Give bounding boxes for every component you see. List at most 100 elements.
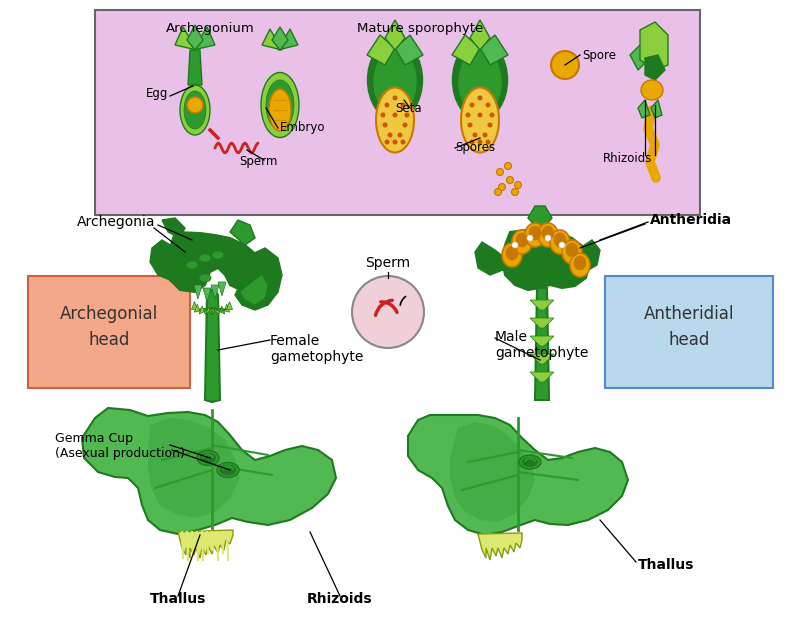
Ellipse shape [184,91,206,129]
Polygon shape [450,422,535,522]
Polygon shape [235,248,282,310]
Ellipse shape [562,240,582,264]
Ellipse shape [266,80,294,130]
Circle shape [393,112,398,117]
Polygon shape [470,20,490,50]
Circle shape [393,140,398,144]
Circle shape [512,242,518,248]
Polygon shape [230,220,255,245]
Circle shape [485,140,490,144]
Polygon shape [212,304,230,312]
Polygon shape [188,50,202,85]
Circle shape [401,140,406,144]
Circle shape [187,97,203,113]
Polygon shape [212,302,233,309]
Ellipse shape [512,230,532,254]
Ellipse shape [376,87,414,152]
Ellipse shape [550,230,570,254]
Polygon shape [387,105,403,150]
Text: Archegonium: Archegonium [166,22,254,35]
Ellipse shape [641,80,663,100]
Text: Egg: Egg [146,87,168,100]
Polygon shape [262,29,282,50]
Polygon shape [240,275,268,305]
Polygon shape [573,240,600,272]
Text: Embryo: Embryo [280,121,326,135]
Polygon shape [638,100,650,118]
Polygon shape [502,230,590,290]
Circle shape [488,122,493,128]
Circle shape [559,242,565,248]
Circle shape [467,122,473,128]
Polygon shape [178,530,233,558]
Polygon shape [367,35,395,65]
Circle shape [387,133,393,138]
Circle shape [402,122,408,128]
Ellipse shape [461,87,499,152]
Polygon shape [150,240,180,280]
Polygon shape [452,35,480,65]
Polygon shape [162,218,185,238]
Circle shape [494,188,501,195]
Polygon shape [385,20,405,50]
Text: Sperm: Sperm [365,256,410,270]
Ellipse shape [180,85,210,135]
FancyBboxPatch shape [28,276,190,388]
Polygon shape [478,533,522,560]
Bar [95,10,700,215]
Polygon shape [530,372,554,382]
Circle shape [505,163,512,170]
Ellipse shape [452,40,508,120]
Polygon shape [530,300,554,310]
Text: Archegonia: Archegonia [77,215,155,229]
Polygon shape [651,100,662,118]
Ellipse shape [574,256,586,270]
Text: Gemma Cup
(Asexual production): Gemma Cup (Asexual production) [55,432,185,460]
Ellipse shape [554,233,566,247]
Text: Antheridial
head: Antheridial head [644,305,734,349]
Ellipse shape [199,254,211,262]
Polygon shape [645,55,665,80]
Circle shape [482,133,488,138]
Ellipse shape [197,450,219,466]
Text: Female
gametophyte: Female gametophyte [270,334,364,364]
Polygon shape [194,304,212,312]
Circle shape [401,103,406,107]
Polygon shape [475,242,505,275]
Ellipse shape [200,453,216,463]
Ellipse shape [525,223,545,247]
Ellipse shape [220,465,236,475]
Text: Male
gametophyte: Male gametophyte [495,330,588,360]
Text: Spore: Spore [582,48,616,61]
Polygon shape [530,354,554,364]
Circle shape [352,276,424,348]
Circle shape [478,140,482,144]
Ellipse shape [570,253,590,277]
Circle shape [380,112,386,117]
Polygon shape [528,206,552,226]
Polygon shape [194,285,202,299]
Circle shape [498,184,505,191]
Circle shape [383,122,387,128]
Polygon shape [530,318,554,328]
Circle shape [497,168,504,175]
Circle shape [507,177,513,184]
Text: Seta: Seta [395,101,421,114]
Polygon shape [530,336,554,346]
Ellipse shape [529,226,541,240]
Polygon shape [165,232,262,292]
Ellipse shape [186,261,198,269]
Polygon shape [206,307,212,315]
Polygon shape [218,282,226,296]
Polygon shape [278,29,298,50]
Circle shape [384,140,390,144]
Polygon shape [200,306,212,314]
Text: Thallus: Thallus [638,558,695,572]
Ellipse shape [217,463,239,477]
Polygon shape [212,307,219,315]
Circle shape [398,133,402,138]
Circle shape [384,103,390,107]
Text: Rhizoids: Rhizoids [307,592,373,606]
Polygon shape [472,105,488,150]
Circle shape [551,51,579,79]
